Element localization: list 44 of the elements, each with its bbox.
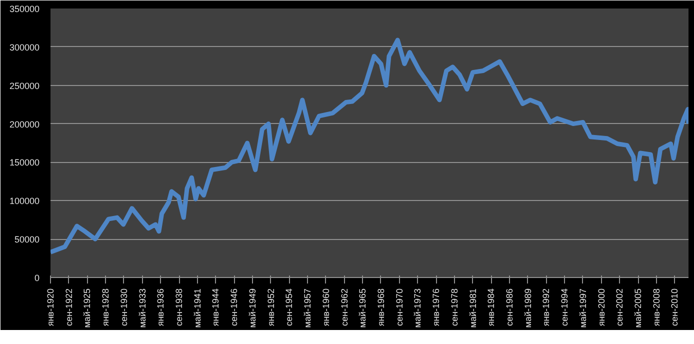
y-tick-label: 300000 <box>9 42 40 52</box>
x-tick-label: сен-1978 <box>449 288 460 326</box>
x-tick-label: сен-1994 <box>560 288 570 326</box>
x-tick-label: янв-1992 <box>541 288 552 326</box>
x-tick-label: сен-1954 <box>284 288 294 326</box>
x-tick-label: сен-1962 <box>339 288 350 326</box>
y-tick-label: 100000 <box>9 196 40 206</box>
x-tick-label: янв-2000 <box>596 288 606 326</box>
x-tick-label: май-1933 <box>137 288 148 328</box>
y-tick-label: 150000 <box>9 158 40 168</box>
y-tick-label: 50000 <box>14 234 40 245</box>
x-tick-label: сен-1938 <box>174 288 184 326</box>
x-tick-label: янв-1984 <box>486 288 496 326</box>
x-tick-label: янв-1968 <box>376 288 386 326</box>
x-tick-label: май-1965 <box>358 288 368 328</box>
x-tick-label: май-1997 <box>578 288 588 328</box>
x-tick-label: май-1925 <box>82 288 92 328</box>
x-tick-label: сен-2010 <box>670 288 680 326</box>
x-tick-label: май-1989 <box>522 288 533 328</box>
x-tick-label: сен-1946 <box>229 288 240 326</box>
x-tick-label: янв-1928 <box>100 288 111 326</box>
x-tick-label: сен-1930 <box>118 288 129 326</box>
x-tick-label: май-1949 <box>247 288 258 328</box>
x-tick-label: янв-1920 <box>46 288 56 326</box>
line-series <box>50 38 688 254</box>
x-tick-label: май-1957 <box>302 288 313 328</box>
x-tick-label: май-1981 <box>468 288 478 328</box>
x-tick-label: янв-1944 <box>210 288 221 326</box>
x-tick-label: сен-1970 <box>394 288 404 326</box>
y-tick-label: 350000 <box>9 4 40 14</box>
x-tick-label: май-2005 <box>633 288 644 328</box>
x-tick-label: май-1941 <box>192 288 202 328</box>
y-tick-label: 200000 <box>9 119 40 130</box>
y-tick-label: 250000 <box>9 80 40 91</box>
x-tick-label: сен-1922 <box>64 288 74 326</box>
y-tick-label: 0 <box>34 273 40 283</box>
x-tick-label: сен-1986 <box>504 288 514 326</box>
x-tick-label: янв-1960 <box>320 288 331 326</box>
x-tick-label: янв-1976 <box>431 288 442 326</box>
x-tick-label: янв-1952 <box>266 288 276 326</box>
x-tick-label: янв-1936 <box>156 288 166 326</box>
x-tick-label: сен-2002 <box>614 288 625 326</box>
x-tick-label: май-1973 <box>412 288 423 328</box>
x-tick-label: янв-2008 <box>651 288 662 326</box>
